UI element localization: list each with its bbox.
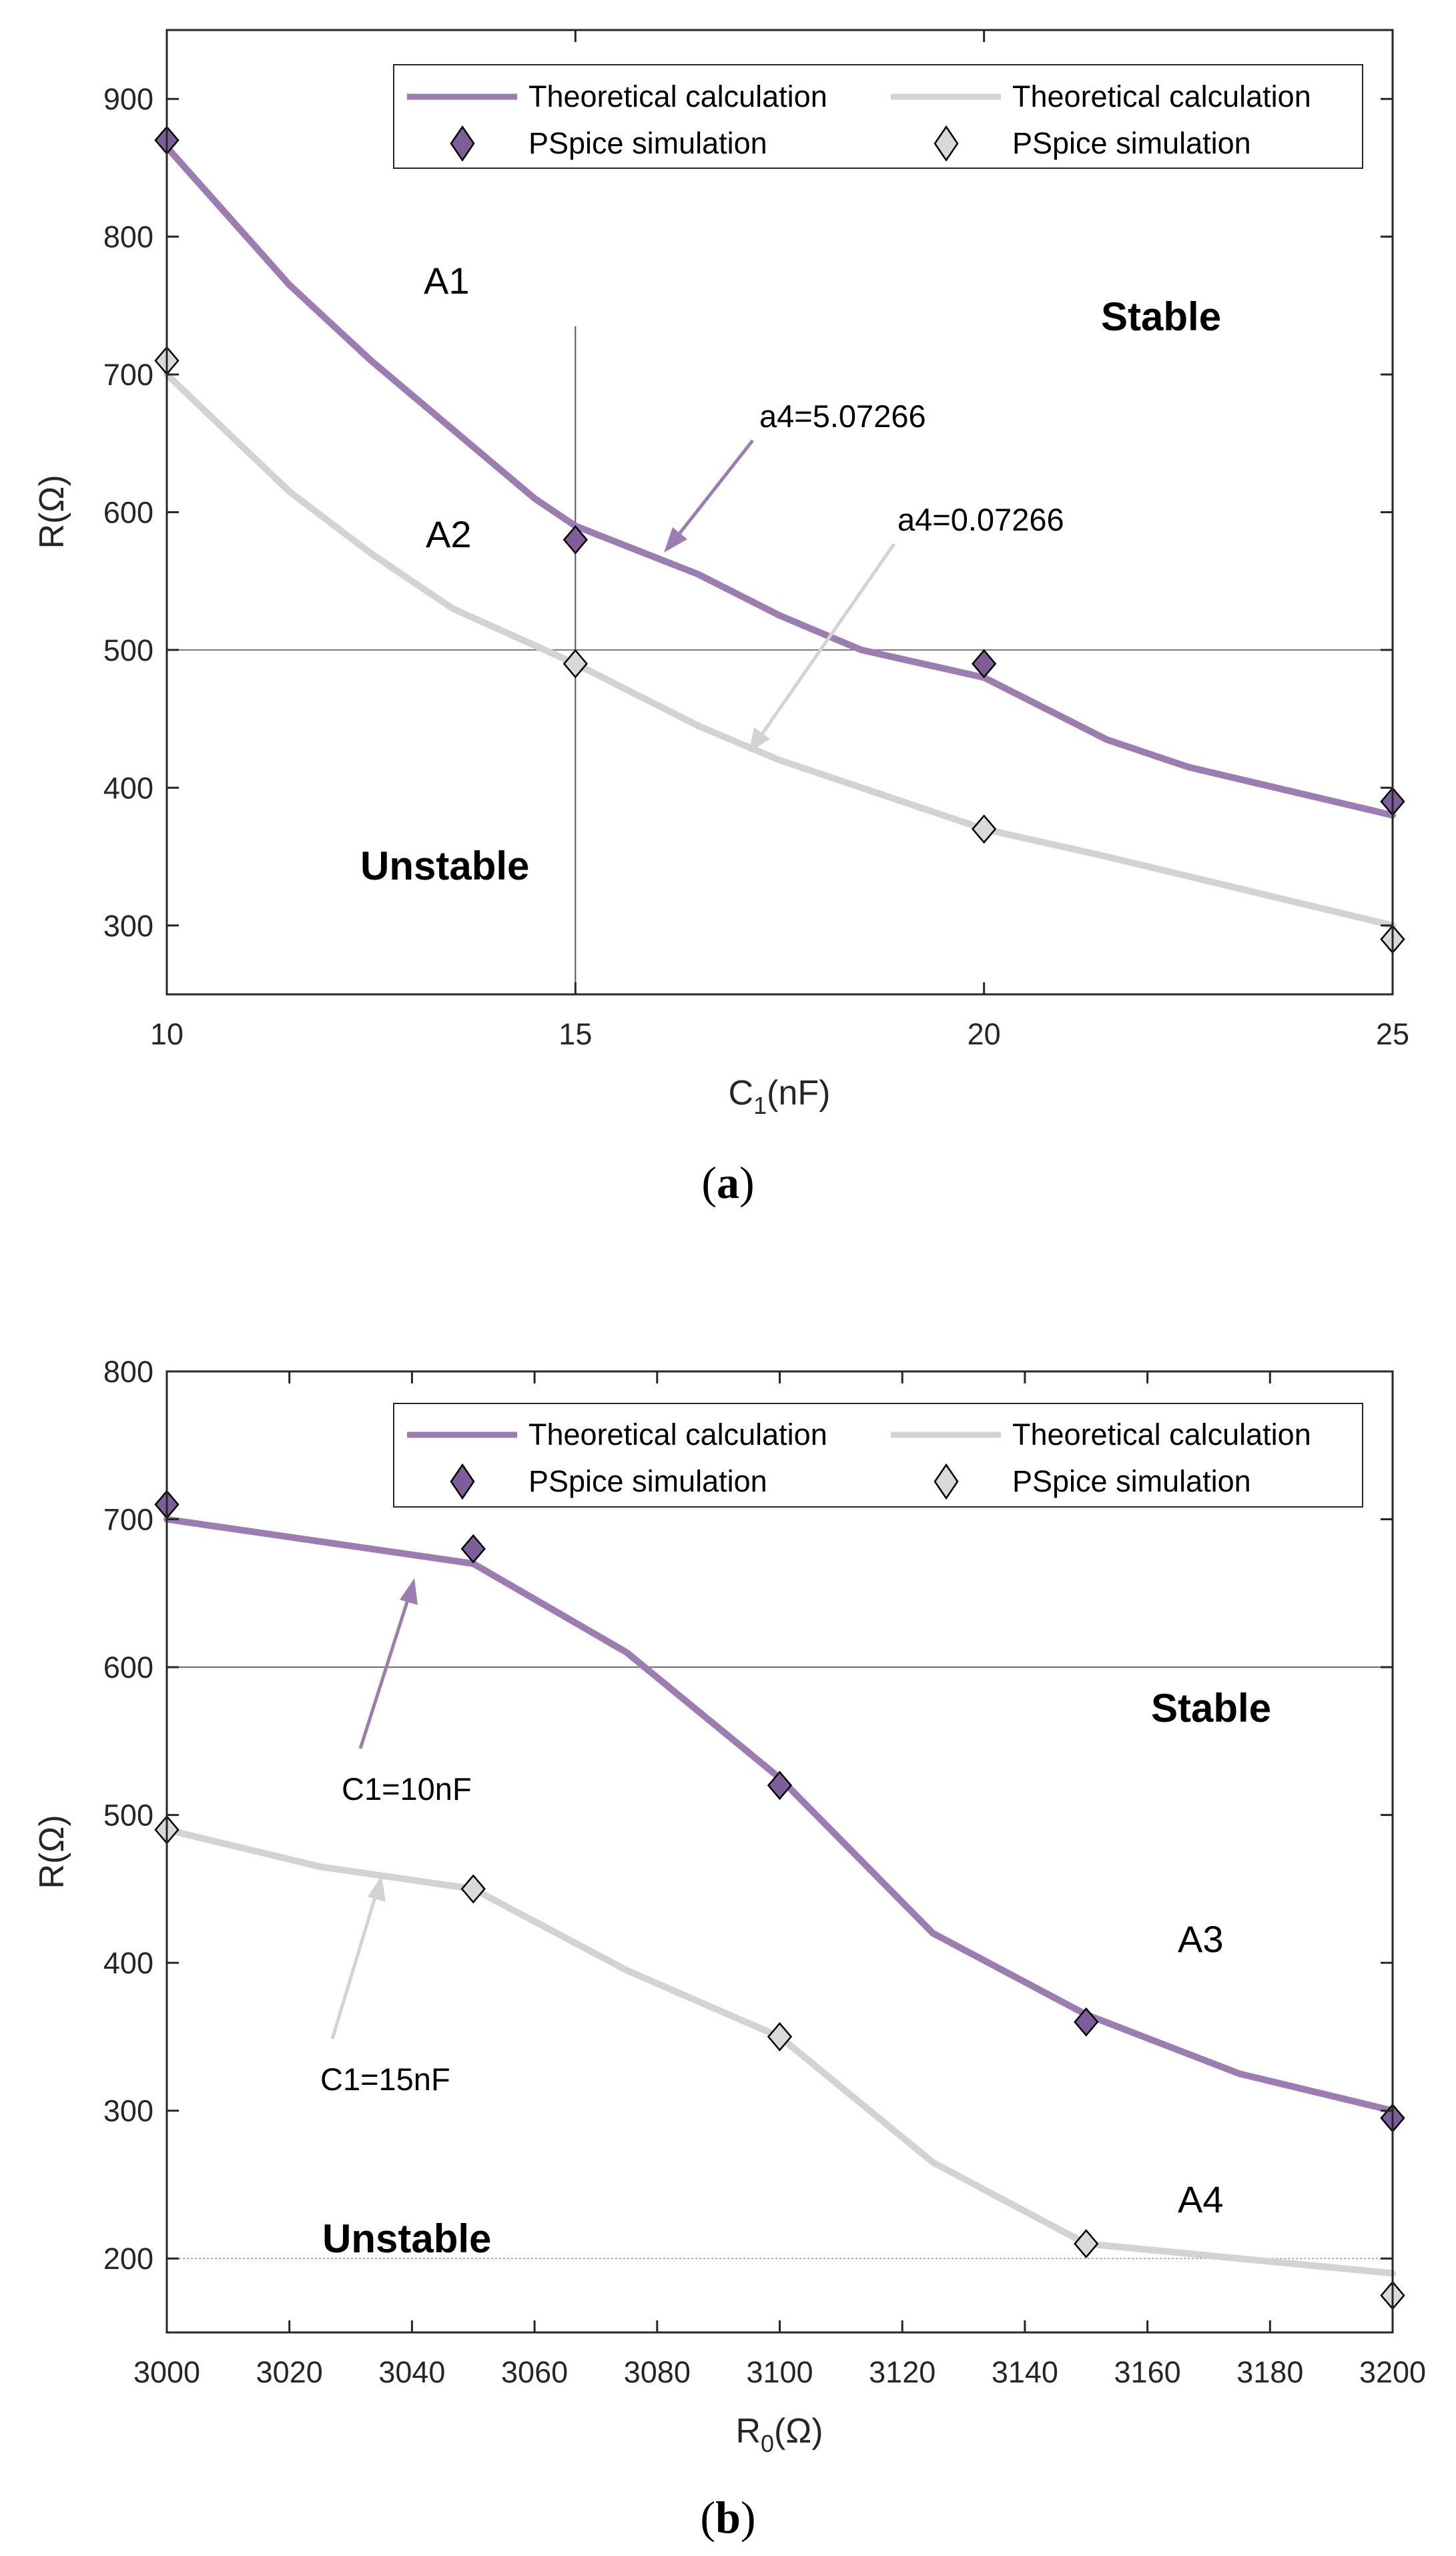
x-tick-label: 25 bbox=[1376, 1017, 1409, 1051]
series-line-gray bbox=[163, 371, 1396, 929]
reference-lines-b bbox=[167, 1666, 1393, 2259]
x-tick-label: 3060 bbox=[501, 2355, 568, 2389]
x-axis-label-b: R0(Ω) bbox=[735, 2412, 823, 2457]
axis-ticks-a: 10 15 20 25 300 400 500 600 700 800 900 bbox=[103, 30, 1409, 1051]
y-tick-label: 400 bbox=[103, 771, 153, 805]
x-tick-label: 3080 bbox=[624, 2355, 691, 2389]
chart-panel-b: 3000 3020 3040 3060 3080 3100 3120 3140 3160 3180… bbox=[33, 1355, 1426, 2543]
plot-area-a bbox=[167, 30, 1393, 994]
y-tick-label: 900 bbox=[103, 82, 153, 116]
legend-a-label-theory-gray: Theoretical calculation bbox=[1012, 79, 1311, 113]
annotation-label-purple: a4=5.07266 bbox=[759, 398, 926, 434]
x-axis-label-b-suffix: (Ω) bbox=[774, 2412, 823, 2451]
region-label-unstable-b: Unstable bbox=[322, 2216, 491, 2261]
data-point-purple bbox=[563, 525, 588, 555]
data-point-purple bbox=[1074, 2007, 1099, 2037]
axis-ticks-b: 3000 3020 3040 3060 3080 3100 3120 3140 3160 3180… bbox=[103, 1355, 1426, 2389]
x-tick-label: 20 bbox=[968, 1017, 1001, 1051]
x-tick-label: 10 bbox=[150, 1017, 184, 1051]
x-axis-label-a-main: C bbox=[729, 1074, 754, 1112]
x-tick-label: 3000 bbox=[133, 2355, 200, 2389]
x-axis-label-b-main: R bbox=[735, 2412, 761, 2451]
y-tick-label: 300 bbox=[103, 2094, 153, 2128]
region-label-a2: A2 bbox=[426, 513, 472, 555]
x-tick-label: 3180 bbox=[1236, 2355, 1303, 2389]
y-tick-label: 500 bbox=[103, 1799, 153, 1833]
legend-a: Theoretical calculation PSpice simulatio… bbox=[393, 64, 1363, 169]
caption-a: (a) bbox=[701, 1157, 754, 1208]
x-axis-label-a: C1(nF) bbox=[729, 1074, 831, 1119]
legend-a-label-sim-gray: PSpice simulation bbox=[1012, 126, 1251, 160]
x-tick-label: 3120 bbox=[869, 2355, 936, 2389]
caption-b-letter: b bbox=[715, 2492, 741, 2543]
legend-a-label-theory-purple: Theoretical calculation bbox=[528, 79, 827, 113]
caption-b: (b) bbox=[700, 2492, 755, 2543]
y-tick-label: 600 bbox=[103, 1650, 153, 1684]
region-label-a4: A4 bbox=[1178, 2178, 1224, 2220]
x-axis-label-a-sub: 1 bbox=[753, 1092, 767, 1119]
x-axis-label-b-sub: 0 bbox=[761, 2430, 774, 2457]
y-tick-label: 700 bbox=[103, 358, 153, 392]
region-label-stable-b: Stable bbox=[1151, 1686, 1271, 1730]
legend-a-label-sim-purple: PSpice simulation bbox=[528, 126, 767, 160]
y-axis-label-a: R(Ω) bbox=[33, 474, 71, 549]
legend-b-label-sim-purple: PSpice simulation bbox=[528, 1464, 767, 1498]
data-point-gray bbox=[972, 814, 997, 844]
annotation-arrow-gray-b bbox=[330, 1875, 386, 2039]
chart-panel-a: 10 15 20 25 300 400 500 600 700 800 900 a4=5.07266… bbox=[33, 29, 1409, 1208]
y-tick-label: 300 bbox=[103, 909, 153, 943]
series-line-purple bbox=[163, 143, 1396, 819]
x-tick-label: 3140 bbox=[992, 2355, 1058, 2389]
data-point-gray bbox=[460, 1874, 486, 1904]
data-point-gray bbox=[767, 2021, 793, 2051]
y-tick-label: 200 bbox=[103, 2242, 153, 2276]
legend-b: Theoretical calculation PSpice simulatio… bbox=[393, 1403, 1363, 1508]
x-tick-label: 3020 bbox=[256, 2355, 323, 2389]
x-tick-label: 15 bbox=[559, 1017, 592, 1051]
y-tick-label: 800 bbox=[103, 220, 153, 254]
data-point-purple bbox=[767, 1771, 793, 1801]
x-tick-label: 3160 bbox=[1114, 2355, 1181, 2389]
legend-b-label-theory-purple: Theoretical calculation bbox=[528, 1417, 827, 1452]
data-point-purple bbox=[972, 649, 997, 679]
y-axis-label-b: R(Ω) bbox=[33, 1815, 71, 1889]
annotation-arrow-purple bbox=[664, 439, 754, 553]
y-tick-label: 700 bbox=[103, 1503, 153, 1537]
data-point-gray bbox=[563, 649, 588, 679]
annotation-label-purple-b: C1=10nF bbox=[342, 1771, 472, 1807]
annotation-arrow-gray bbox=[749, 543, 896, 753]
x-tick-label: 3200 bbox=[1359, 2355, 1426, 2389]
y-tick-label: 600 bbox=[103, 496, 153, 530]
y-tick-label: 500 bbox=[103, 633, 153, 667]
annotation-arrow-purple-b bbox=[358, 1578, 418, 1749]
data-point-gray bbox=[1074, 2229, 1099, 2259]
x-axis-label-a-suffix: (nF) bbox=[767, 1074, 830, 1112]
region-label-stable: Stable bbox=[1101, 294, 1221, 339]
region-label-unstable: Unstable bbox=[360, 844, 529, 888]
y-tick-label: 400 bbox=[103, 1946, 153, 1980]
y-tick-label: 800 bbox=[103, 1355, 153, 1389]
x-tick-label: 3040 bbox=[378, 2355, 445, 2389]
data-point-purple bbox=[460, 1534, 486, 1564]
annotation-label-gray: a4=0.07266 bbox=[897, 502, 1064, 537]
annotation-label-gray-b: C1=15nF bbox=[320, 2061, 450, 2097]
legend-b-label-theory-gray: Theoretical calculation bbox=[1012, 1417, 1311, 1452]
plot-area-b bbox=[167, 1371, 1393, 2332]
legend-b-label-sim-gray: PSpice simulation bbox=[1012, 1464, 1251, 1498]
region-label-a1: A1 bbox=[424, 260, 470, 302]
x-tick-label: 3100 bbox=[746, 2355, 813, 2389]
region-label-a3: A3 bbox=[1178, 1918, 1224, 1960]
caption-a-letter: a bbox=[717, 1157, 739, 1208]
